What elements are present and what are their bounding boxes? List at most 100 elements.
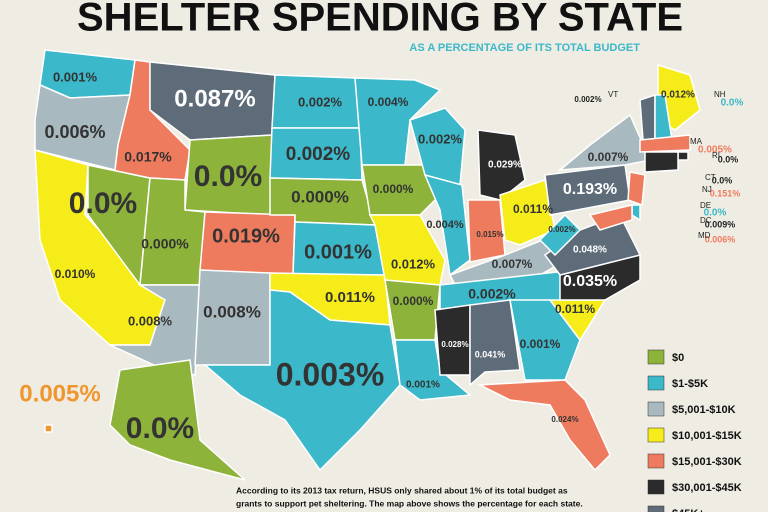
state-shape (409, 107, 466, 186)
state-value: 0.0% (126, 412, 194, 445)
state-shape (109, 359, 246, 481)
state-value: 0.004% (368, 95, 409, 109)
state-abbr: DC (700, 216, 712, 225)
state-value: 0.008% (128, 313, 173, 328)
legend-swatch (647, 479, 665, 495)
legend-label: $45K+ (672, 508, 705, 512)
state-shape (394, 339, 472, 401)
legend-label: $30,001-$45K (672, 482, 742, 494)
state-value: 0.0% (704, 208, 727, 219)
state-shape (477, 129, 526, 201)
state-value: 0.000% (291, 187, 349, 206)
state-shape (469, 299, 521, 387)
state-shape (588, 204, 633, 231)
state-abbr: RI (712, 151, 720, 160)
state-value: 0.002% (548, 225, 575, 234)
state-value: 0.015% (476, 230, 503, 239)
legend-label: $15,001-$30K (672, 456, 742, 468)
state-value: 0.007% (588, 150, 629, 164)
state-abbr: NJ (702, 185, 712, 194)
state-value: 0.008% (203, 302, 261, 321)
state-shape (677, 151, 689, 161)
state-value: 0.011% (555, 302, 595, 316)
state-value: 0.003% (276, 356, 385, 392)
state-value: 0.029% (488, 160, 522, 171)
state-value: 0.005% (19, 380, 100, 407)
subtitle: AS A PERCENTAGE OF ITS TOTAL BUDGET (409, 42, 640, 54)
legend-swatch (647, 505, 665, 512)
state-abbr: NH (714, 90, 726, 99)
state-shape (639, 93, 656, 141)
legend-label: $10,001-$15K (672, 430, 742, 442)
state-shape (477, 379, 611, 472)
state-value: 0.001% (53, 69, 98, 84)
state-shape (384, 279, 441, 341)
state-value: 0.002% (574, 95, 601, 104)
state-value: 0.001% (406, 380, 440, 391)
legend-swatch (647, 453, 665, 469)
legend-label: $5,001-$10K (672, 404, 736, 416)
state-shape (499, 179, 556, 246)
legend-label: $0 (672, 352, 684, 364)
state-shape (639, 134, 691, 153)
state-value: 0.041% (475, 349, 506, 359)
state-value: 0.011% (513, 202, 553, 216)
state-value: 0.009% (705, 219, 736, 229)
title: SHELTER SPENDING BY STATE (77, 0, 683, 40)
state-value: 0.035% (563, 273, 617, 290)
legend-swatch (647, 375, 665, 391)
state-shape (631, 204, 641, 222)
state-value: 0.001% (304, 241, 372, 263)
state-value: 0.012% (661, 90, 695, 101)
state-shape (538, 213, 582, 257)
state-value: 0.019% (212, 225, 280, 247)
state-abbr: CT (705, 173, 716, 182)
states (34, 49, 701, 481)
state-value: 0.002% (298, 94, 343, 109)
state-shape (361, 164, 441, 216)
state-shape (202, 289, 401, 472)
legend-swatch (647, 349, 665, 365)
state-abbr: DE (700, 201, 711, 210)
state-value: 0.193% (563, 181, 617, 198)
legend-swatch (647, 401, 665, 417)
legend: $0 $1-$5K $5,001-$10K $10,001-$15K $15,001-$… (647, 349, 742, 512)
state-value: 0.004% (426, 219, 464, 231)
state-value: 0.002% (418, 131, 463, 146)
note-line: grants to support pet sheltering. The ma… (236, 498, 583, 508)
state-value: 0.006% (705, 234, 736, 244)
state-value: 0.048% (573, 245, 607, 256)
state-value: 0.010% (55, 267, 96, 281)
state-value: 0.002% (468, 286, 516, 302)
state-value: 0.001% (520, 337, 561, 351)
state-abbr: VT (608, 90, 618, 99)
state-shape (627, 171, 646, 207)
state-shape (557, 113, 652, 171)
state-value: 0.002% (286, 144, 351, 165)
state-shape (44, 424, 53, 433)
state-value: 0.0% (69, 187, 137, 220)
state-value: 0.024% (551, 415, 578, 424)
state-abbr: MD (698, 231, 711, 240)
note-line: According to its 2013 tax return, HSUS o… (236, 485, 568, 495)
state-value: 0.017% (124, 149, 172, 165)
state-labels: 0.001%0.006%0.010%0.0%0.017%0.087%0.0%0.… (19, 69, 743, 444)
state-shape (509, 299, 581, 381)
legend-swatch (647, 427, 665, 443)
state-value: 0.028% (441, 340, 468, 349)
state-value: 0.000% (373, 182, 414, 196)
state-value: 0.006% (44, 122, 105, 142)
state-value: 0.0% (194, 160, 262, 193)
state-value: 0.000% (141, 236, 189, 252)
state-value: 0.007% (492, 257, 533, 271)
state-value: 0.000% (393, 294, 434, 308)
state-value: 0.0% (712, 175, 733, 185)
legend-label: $1-$5K (672, 378, 708, 390)
state-value: 0.0% (721, 98, 744, 109)
state-value: 0.087% (174, 85, 255, 112)
state-shape (644, 151, 679, 173)
state-value: 0.012% (391, 256, 436, 271)
state-value: 0.0% (718, 154, 739, 164)
state-value: 0.011% (325, 289, 375, 306)
